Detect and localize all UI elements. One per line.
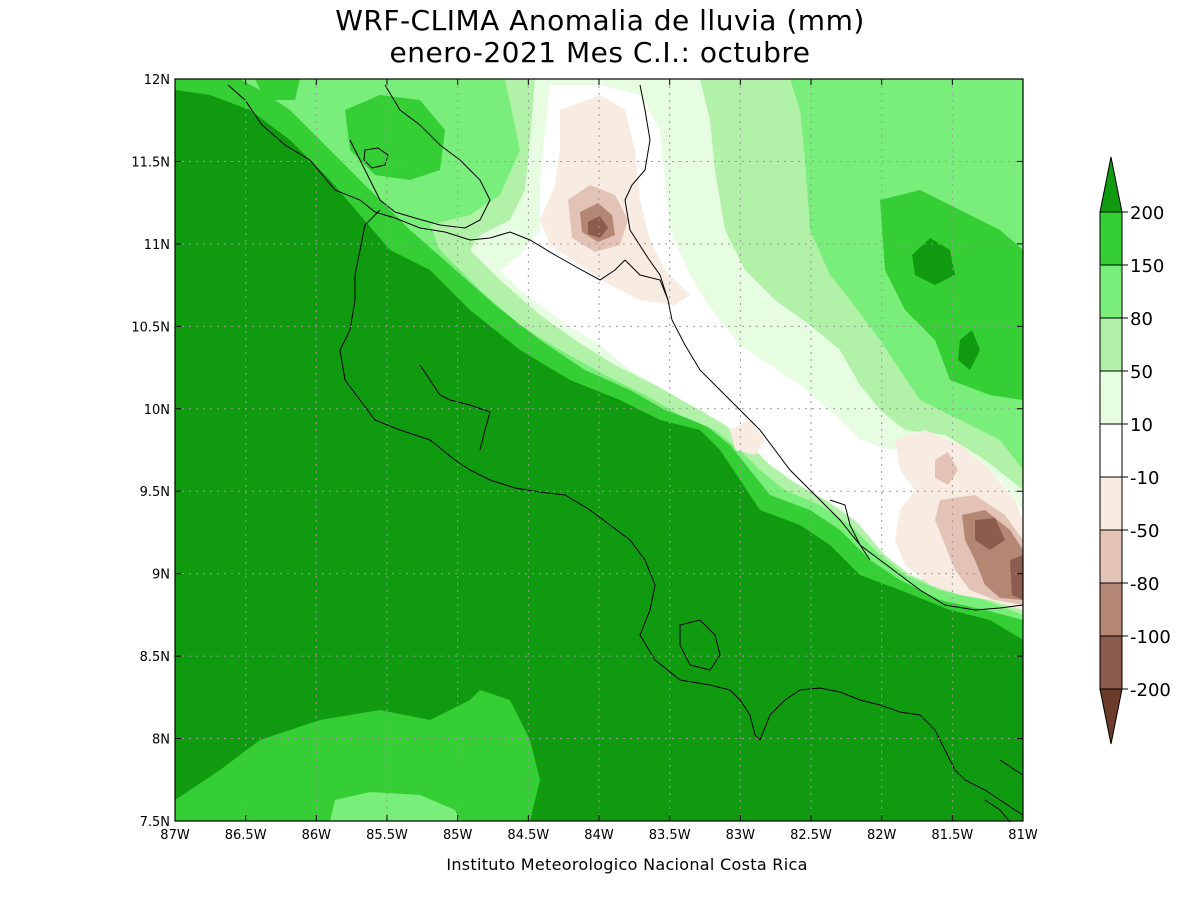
- field-spot-200-a: [912, 238, 955, 285]
- legend-label: -80: [1130, 574, 1159, 595]
- colombia-coast: [984, 759, 1024, 823]
- color-legend: 200 150 80 50 10 -10 -50 -80 -100 -200: [1099, 156, 1171, 745]
- x-axis: 87W 86.5W 86W 85.5W 85W 84.5W 84W 83.5W 83W 82.5W…: [160, 79, 1038, 843]
- y-tick-label: 9.5N: [140, 485, 170, 500]
- y-tick-label: 11.5N: [131, 155, 170, 170]
- panama-border: [829, 499, 871, 561]
- legend-label: -10: [1130, 468, 1159, 489]
- legend-label: 10: [1130, 415, 1153, 436]
- legend-label: 150: [1130, 256, 1164, 277]
- x-tick-label: 82.5W: [790, 828, 832, 843]
- legend-swatch: [1099, 370, 1123, 425]
- field-band-neg100-c: [1010, 555, 1023, 600]
- x-tick-label: 86W: [302, 828, 332, 843]
- costa-rica-pacific-coast: [339, 209, 761, 741]
- x-tick-label: 83.5W: [649, 828, 691, 843]
- legend-swatch: [1099, 423, 1123, 478]
- y-tick-label: 7.5N: [140, 815, 170, 830]
- legend-label: -200: [1130, 680, 1171, 701]
- legend-swatch: [1099, 317, 1123, 372]
- y-tick-label: 10.5N: [131, 320, 170, 335]
- x-tick-label: 81W: [1008, 828, 1038, 843]
- x-tick-label: 85.5W: [366, 828, 408, 843]
- osa-peninsula: [679, 619, 721, 671]
- field-band-neg100-b: [975, 518, 1005, 550]
- y-axis: 12N 11.5N 11N 10.5N 10N 9.5N 9N 8.5N 8N 7.5N: [131, 73, 1023, 830]
- x-tick-label: 84.5W: [507, 828, 549, 843]
- field-spot-200-c: [958, 330, 980, 370]
- panama-pacific-coast: [759, 687, 1024, 816]
- y-tick-label: 11N: [144, 238, 170, 253]
- y-tick-label: 8.5N: [140, 650, 170, 665]
- gridlines: [175, 79, 1023, 821]
- legend-label: 50: [1130, 362, 1153, 383]
- field-band-neg100: [588, 216, 608, 238]
- nicoya-gulf: [419, 364, 491, 451]
- legend-swatch: [1099, 476, 1123, 531]
- field-band-neg10-c: [730, 420, 765, 455]
- field-band-80-south: [330, 792, 460, 821]
- x-tick-label: 81.5W: [931, 828, 973, 843]
- legend-swatch: [1099, 582, 1123, 637]
- legend-swatch: [1099, 211, 1123, 266]
- y-tick-label: 8N: [152, 733, 170, 748]
- x-tick-label: 86.5W: [225, 828, 267, 843]
- border-line: [624, 259, 669, 301]
- legend-label: 80: [1130, 309, 1153, 330]
- nicaragua-pacific-coast: [227, 84, 626, 281]
- map-title-line2: enero-2021 Mes C.I.: octubre: [389, 36, 811, 69]
- x-tick-label: 83W: [726, 828, 756, 843]
- legend-swatch: [1099, 635, 1123, 690]
- x-tick-label: 84W: [584, 828, 614, 843]
- map-title-line1: WRF-CLIMA Anomalia de lluvia (mm): [335, 4, 865, 37]
- field-band-150-south: [175, 690, 540, 821]
- legend-label: 200: [1130, 203, 1164, 224]
- y-tick-label: 9N: [152, 568, 170, 583]
- legend-label: -50: [1130, 521, 1159, 542]
- field-spot-150-a: [345, 95, 445, 180]
- x-tick-label: 82W: [867, 828, 897, 843]
- lake-island: [363, 147, 389, 169]
- x-tick-label: 85W: [443, 828, 473, 843]
- credit-text: Instituto Meteorologico Nacional Costa R…: [446, 855, 807, 874]
- legend-label: -100: [1130, 627, 1171, 648]
- nicaragua-lake: [349, 84, 491, 229]
- field-spot-150-d: [255, 79, 300, 100]
- field-band-neg50-c: [935, 452, 958, 485]
- legend-arrow-top: [1099, 156, 1123, 213]
- legend-swatch: [1099, 264, 1123, 319]
- y-tick-label: 12N: [144, 73, 170, 88]
- field-spot-150-b: [880, 190, 1023, 400]
- legend-arrow-bottom: [1099, 688, 1123, 745]
- y-tick-label: 10N: [144, 403, 170, 418]
- x-tick-label: 87W: [160, 828, 190, 843]
- legend-swatch: [1099, 529, 1123, 584]
